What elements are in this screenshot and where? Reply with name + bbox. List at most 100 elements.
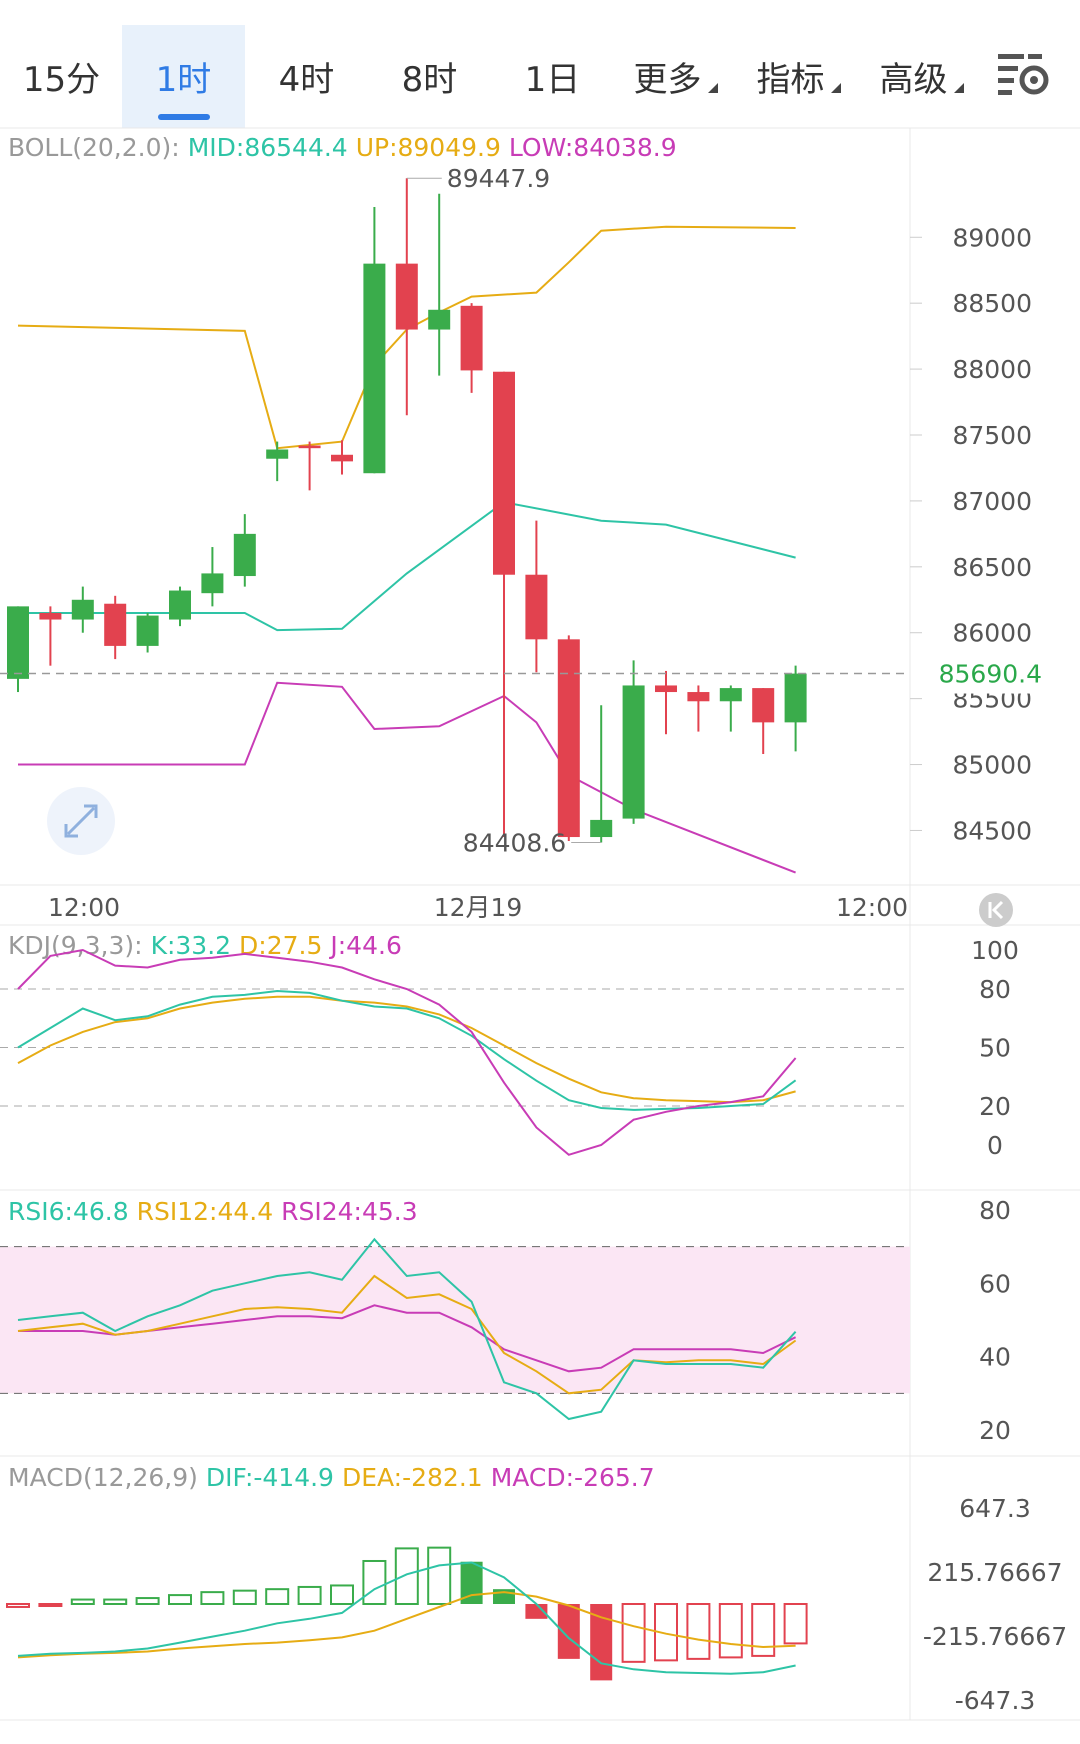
dropdown-caret-icon [953, 82, 964, 93]
macd-header-item: MACD(12,26,9) [8, 1463, 198, 1492]
candle-body [460, 305, 483, 371]
macd-y-tick: 215.76667 [927, 1558, 1062, 1587]
macd-header-item: DEA:-282.1 [342, 1463, 483, 1492]
macd-histogram-bar [70, 1598, 95, 1606]
y-tick-label: 88500 [952, 289, 1032, 318]
interval-tab-bar: 15分 1时 4时 8时 1日 更多 指标 高级 [0, 0, 1080, 128]
candle [266, 441, 289, 482]
tab-2[interactable]: 1时 [122, 25, 245, 128]
tab-label: 4时 [278, 60, 335, 100]
macd-histogram-bar [265, 1588, 290, 1606]
macd-y-tick: 647.3 [959, 1494, 1031, 1523]
candle [136, 612, 159, 653]
candle [590, 705, 613, 843]
candle-body [233, 533, 256, 577]
candle-body [622, 685, 645, 819]
tab-5[interactable]: 1日 [491, 25, 614, 128]
y-tick-label: 89000 [952, 223, 1032, 252]
macd-histogram-bar [232, 1589, 257, 1605]
kdj-y-tick: 0 [987, 1131, 1003, 1160]
y-tick-label: 84500 [952, 816, 1032, 845]
boll-mid-line [18, 501, 796, 632]
tab-8[interactable]: 高级 [860, 25, 983, 128]
candle [428, 193, 451, 376]
candle [71, 586, 94, 633]
expand-icon [64, 804, 98, 838]
macd-y-tick: -647.3 [955, 1686, 1036, 1715]
main-price-panel: BOLL(20,2.0): MID:86544.4 UP:89049.9 LOW:84… [0, 133, 1078, 874]
fullscreen-button[interactable] [47, 787, 115, 855]
candle-body [687, 692, 710, 702]
candle [104, 595, 127, 660]
y-tick-label: 86500 [952, 553, 1032, 582]
candle-body [331, 454, 353, 462]
candle [331, 440, 353, 475]
tab-4[interactable]: 8时 [368, 25, 491, 128]
y-tick-label: 85000 [952, 751, 1032, 780]
candle-body [752, 688, 775, 723]
candle-body [136, 615, 159, 646]
kdj-y-tick: 20 [979, 1092, 1011, 1121]
kdj-header-item: K:33.2 [151, 931, 231, 960]
macd-histogram-bar [103, 1598, 128, 1606]
macd-header-item: MACD:-265.7 [491, 1463, 655, 1492]
kdj-header: KDJ(9,3,3): K:33.2 D:27.5 J:44.6 [8, 931, 402, 960]
skip-back-icon [988, 900, 1004, 920]
x-axis-label: 12:00 [836, 893, 908, 922]
macd-histogram-bar [200, 1591, 225, 1606]
x-axis-label: 12月19 [434, 893, 523, 922]
current-price-tag-bg [912, 653, 1078, 694]
candle [298, 441, 321, 491]
candle [784, 665, 807, 752]
boll-header-item: MID:86544.4 [188, 133, 348, 162]
high-marker-label: 89447.9 [447, 164, 550, 193]
tab-label: 指标 [756, 60, 825, 100]
macd-histogram-bar [362, 1559, 387, 1606]
candle [169, 586, 191, 627]
candle-body [169, 590, 191, 620]
tab-label: 8时 [401, 60, 458, 100]
tab-3[interactable]: 4时 [245, 25, 368, 128]
boll-header-item: LOW:84038.9 [509, 133, 677, 162]
macd-dif-line [17, 1561, 796, 1675]
kdj-header-item: J:44.6 [328, 931, 401, 960]
current-price-tag: 85690.4 [939, 660, 1042, 689]
macd-histogram-bar [427, 1546, 452, 1605]
candle [687, 685, 710, 732]
boll-header-item: BOLL(20,2.0): [8, 133, 180, 162]
candle-body [719, 688, 742, 702]
candle-body [493, 371, 515, 575]
candle-body [784, 673, 807, 723]
rsi-y-tick: 80 [979, 1196, 1011, 1225]
tab-7[interactable]: 指标 [737, 25, 860, 128]
kdj-k-line [17, 989, 797, 1111]
kdj-d-line [17, 995, 796, 1104]
candle [622, 660, 645, 824]
candle [39, 606, 62, 666]
candle [525, 520, 548, 673]
candle-body [201, 573, 224, 594]
y-tick-label: 87500 [952, 421, 1032, 450]
candle-body [590, 819, 613, 838]
rsi-header: RSI6:46.8 RSI12:44.4 RSI24:45.3 [8, 1197, 418, 1226]
candle [752, 688, 775, 754]
tab-label: 1时 [155, 60, 212, 100]
rsi-header-item: RSI12:44.4 [137, 1197, 274, 1226]
boll-lower-line [18, 681, 796, 874]
boll-header: BOLL(20,2.0): MID:86544.4 UP:89049.9 LOW:84… [8, 133, 677, 162]
tab-label: 1日 [524, 60, 581, 100]
candle-body [298, 445, 321, 449]
candle [557, 635, 580, 841]
candle-body [395, 263, 418, 330]
kdj-y-tick: 80 [979, 975, 1011, 1004]
macd-histogram-bar [135, 1597, 160, 1605]
chart-settings-button[interactable] [996, 48, 1056, 102]
kdj-y-tick: 100 [971, 936, 1019, 965]
tab-1[interactable]: 15分 [0, 25, 123, 128]
kdj-j-line [17, 948, 797, 1156]
tab-6[interactable]: 更多 [614, 25, 737, 128]
rsi-y-tick: 60 [979, 1269, 1011, 1298]
scroll-to-latest-button[interactable] [979, 893, 1013, 927]
candle-body [71, 599, 94, 620]
